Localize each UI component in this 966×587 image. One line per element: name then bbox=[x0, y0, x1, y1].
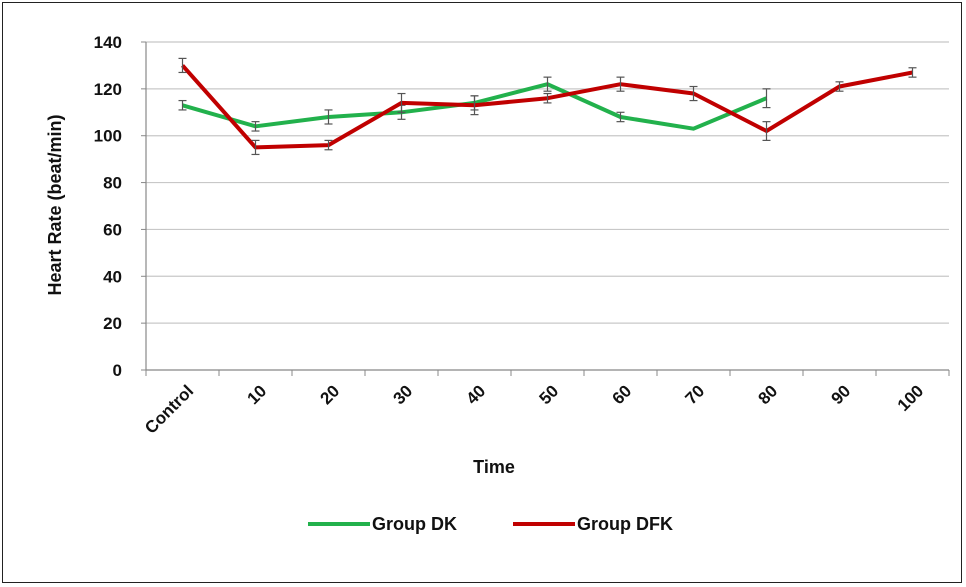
y-tick-labels: 0 20 40 60 80 100 120 140 bbox=[94, 33, 122, 380]
x-tick-label-100: 100 bbox=[894, 381, 927, 414]
y-axis-title: Heart Rate (beat/min) bbox=[45, 114, 65, 295]
data-series bbox=[178, 57, 917, 156]
x-tick-label-90: 90 bbox=[828, 381, 855, 408]
x-tick-label-20: 20 bbox=[317, 381, 344, 408]
line-chart: 0 20 40 60 80 100 120 140 Control 10 20 30 40 50 60 70… bbox=[45, 33, 950, 534]
x-tick-label-30: 30 bbox=[390, 381, 417, 408]
legend: Group DK Group DFK bbox=[308, 514, 673, 534]
x-tick-labels: Control 10 20 30 40 50 60 70 80 90 100 bbox=[141, 381, 927, 437]
legend-item-group-dfk: Group DFK bbox=[513, 514, 673, 534]
x-tick-label-Control: Control bbox=[141, 381, 197, 437]
x-tick-label-10: 10 bbox=[244, 381, 271, 408]
legend-label-0: Group DK bbox=[372, 514, 457, 534]
legend-item-group-dk: Group DK bbox=[308, 514, 457, 534]
x-axis-title: Time bbox=[473, 457, 515, 477]
x-tick-label-60: 60 bbox=[609, 381, 636, 408]
axes bbox=[141, 41, 950, 376]
x-tick-label-80: 80 bbox=[755, 381, 782, 408]
y-tick-label-140: 140 bbox=[94, 33, 122, 52]
x-tick-label-70: 70 bbox=[682, 381, 709, 408]
x-tick-label-50: 50 bbox=[536, 381, 563, 408]
series-group-dfk bbox=[178, 57, 917, 156]
x-tick-label-40: 40 bbox=[463, 381, 490, 408]
y-tick-label-20: 20 bbox=[103, 314, 122, 333]
y-tick-label-100: 100 bbox=[94, 127, 122, 146]
y-tick-label-60: 60 bbox=[103, 220, 122, 239]
y-tick-label-80: 80 bbox=[103, 174, 122, 193]
y-tick-label-0: 0 bbox=[113, 361, 122, 380]
y-tick-label-120: 120 bbox=[94, 80, 122, 99]
legend-label-1: Group DFK bbox=[577, 514, 673, 534]
y-tick-label-40: 40 bbox=[103, 267, 122, 286]
